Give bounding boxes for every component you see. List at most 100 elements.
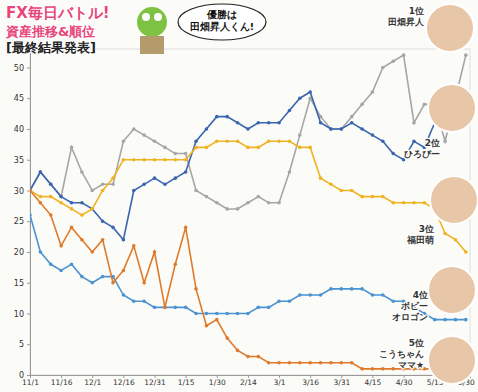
point (246, 201, 250, 205)
point (329, 183, 333, 187)
y-tick: 5 (19, 340, 30, 349)
point (194, 146, 198, 150)
point (402, 201, 406, 205)
y-tick-label: 30 (14, 187, 24, 196)
point (49, 262, 53, 266)
y-axis: 05101520253035404550 (14, 50, 31, 381)
x-tick-label: 3/1 (274, 378, 286, 387)
point (80, 238, 84, 242)
y-tick: 30 (14, 187, 30, 196)
point (329, 361, 333, 365)
y-tick-label: 35 (14, 156, 24, 165)
point (308, 361, 312, 365)
y-tick: 40 (14, 125, 30, 134)
point (246, 146, 250, 150)
y-tick-mark (27, 344, 30, 345)
rank-label: ママ★ (398, 360, 424, 370)
point (360, 127, 364, 131)
x-tick-label: 4/30 (396, 378, 413, 387)
series-markers (30, 189, 468, 371)
y-tick: 10 (14, 310, 30, 319)
point (49, 213, 53, 217)
point (257, 306, 261, 310)
point (350, 121, 354, 125)
point (132, 127, 136, 131)
point (163, 306, 167, 310)
plot-area (30, 53, 468, 370)
point (381, 66, 385, 70)
point (184, 170, 188, 174)
point (257, 146, 261, 150)
point (246, 127, 250, 131)
y-axis-line (27, 50, 31, 376)
mascot-body (140, 36, 164, 54)
point (267, 361, 271, 365)
series-line (30, 141, 466, 252)
x-tick: 3/1 (274, 375, 286, 387)
series-markers (30, 213, 468, 321)
point (39, 195, 43, 199)
point (194, 139, 198, 143)
y-tick: 35 (14, 156, 30, 165)
point (391, 60, 395, 64)
point (277, 201, 281, 205)
x-tick: 1/30 (209, 375, 226, 387)
point (298, 361, 302, 365)
point (308, 146, 312, 150)
y-tick-label: 15 (14, 279, 24, 288)
point (142, 158, 146, 162)
series-line (30, 92, 466, 240)
point (246, 312, 250, 316)
point (454, 238, 458, 242)
point (111, 183, 115, 187)
x-tick-label: 4/15 (365, 378, 382, 387)
speech-bubble (178, 4, 266, 40)
mascot (137, 7, 167, 37)
point (142, 281, 146, 285)
point (267, 306, 271, 310)
point (163, 146, 167, 150)
point (371, 90, 375, 94)
bubble-text: 優勝は (206, 9, 237, 20)
point (122, 139, 126, 143)
point (173, 176, 177, 180)
point (59, 201, 63, 205)
y-tick-mark (27, 98, 30, 99)
x-tick: 4/15 (365, 375, 382, 387)
rank-label: 2位 (425, 138, 440, 148)
rank-label: ボビー (400, 301, 428, 311)
point (319, 121, 323, 125)
point (80, 170, 84, 174)
point (184, 158, 188, 162)
point (288, 170, 292, 174)
series-line (30, 215, 466, 320)
point (381, 139, 385, 143)
point (277, 299, 281, 303)
point (298, 293, 302, 297)
point (371, 367, 375, 371)
point (70, 201, 74, 205)
point (308, 90, 312, 94)
x-tick: 2/14 (240, 375, 257, 387)
point (122, 238, 126, 242)
point (184, 152, 188, 156)
y-tick: 50 (14, 64, 30, 73)
point (90, 189, 94, 193)
point (319, 293, 323, 297)
point (215, 318, 219, 322)
x-tick-label: 1/30 (209, 378, 226, 387)
photo (426, 4, 474, 52)
y-tick-label: 45 (14, 94, 24, 103)
y-tick-label: 40 (14, 125, 24, 134)
x-tick: 11/1 (22, 375, 39, 387)
x-tick-label: 12/31 (144, 378, 166, 387)
point (225, 115, 229, 119)
point (277, 361, 281, 365)
point (381, 293, 385, 297)
point (90, 207, 94, 211)
photo (428, 266, 476, 314)
y-tick-mark (27, 283, 30, 284)
point (215, 115, 219, 119)
point (257, 355, 261, 359)
point (194, 312, 198, 316)
